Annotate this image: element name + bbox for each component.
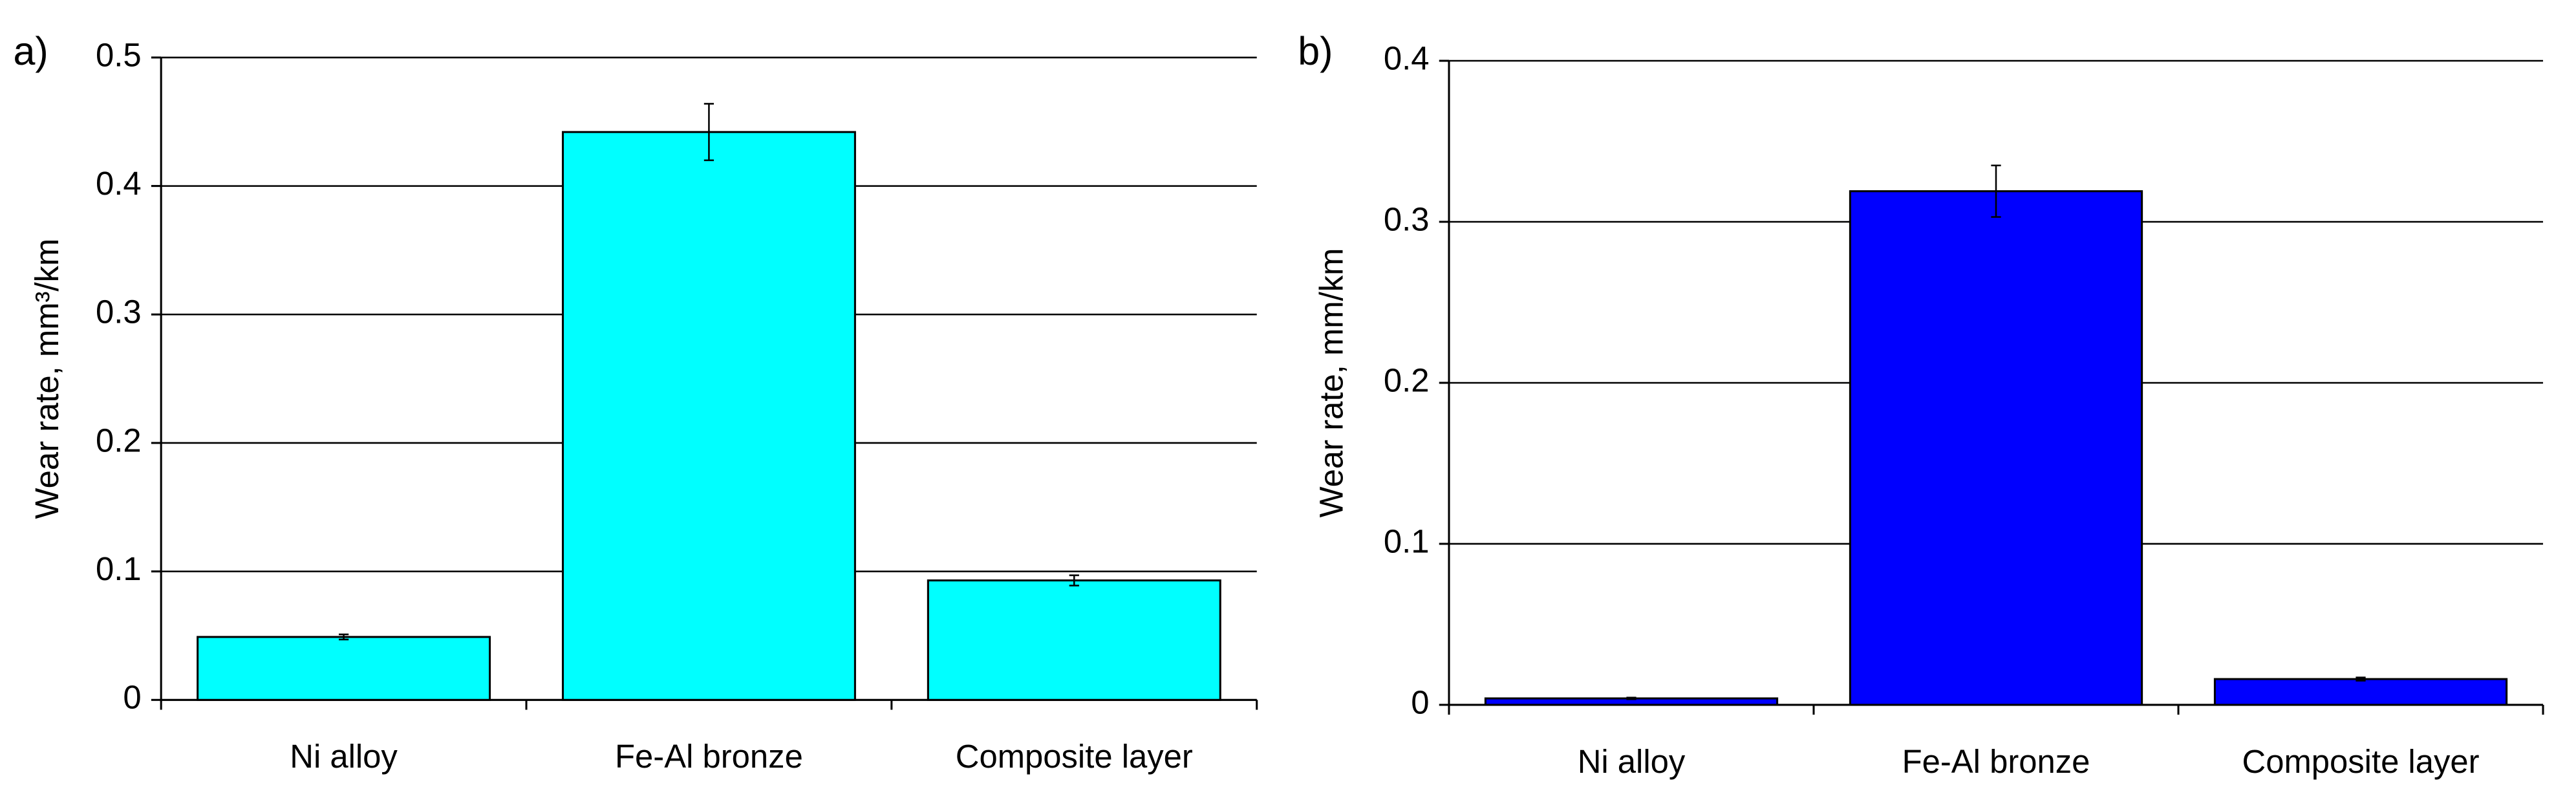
y-axis-label: Wear rate, mm³/km	[28, 239, 65, 519]
panel-label: a)	[13, 29, 48, 73]
error-bar	[703, 103, 714, 162]
error-bar	[1069, 574, 1079, 587]
error-bar	[2356, 676, 2366, 682]
x-tick-label: Fe-Al bronze	[615, 738, 803, 775]
y-tick-label: 0.4	[1384, 39, 1430, 76]
bar	[197, 636, 491, 701]
bar	[561, 131, 856, 701]
y-tick-label: 0.1	[1384, 523, 1430, 559]
x-tick-label: Ni alloy	[1578, 743, 1686, 780]
bar	[1849, 190, 2143, 706]
bar	[927, 579, 1221, 701]
y-tick-label: 0.1	[96, 550, 142, 587]
y-tick-label: 0.3	[96, 294, 142, 330]
error-bar	[338, 633, 349, 641]
y-tick-label: 0.2	[96, 422, 142, 458]
x-tick-label: Composite layer	[2242, 743, 2480, 780]
y-tick-label: 0.4	[96, 165, 142, 202]
error-bar	[1626, 696, 1637, 700]
x-tick-label: Fe-Al bronze	[1902, 743, 2090, 780]
panel-label: b)	[1298, 29, 1333, 73]
error-bar	[1991, 164, 2001, 218]
x-tick-label: Composite layer	[956, 738, 1193, 775]
y-tick-label: 0	[1411, 684, 1429, 720]
y-axis-label: Wear rate, mm/km	[1313, 248, 1350, 518]
y-tick-label: 0.5	[96, 36, 142, 73]
y-tick-label: 0.3	[1384, 200, 1430, 237]
y-tick-label: 0.2	[1384, 361, 1430, 398]
y-tick-label: 0	[123, 679, 141, 716]
x-tick-label: Ni alloy	[290, 738, 398, 775]
bar	[2213, 678, 2508, 706]
